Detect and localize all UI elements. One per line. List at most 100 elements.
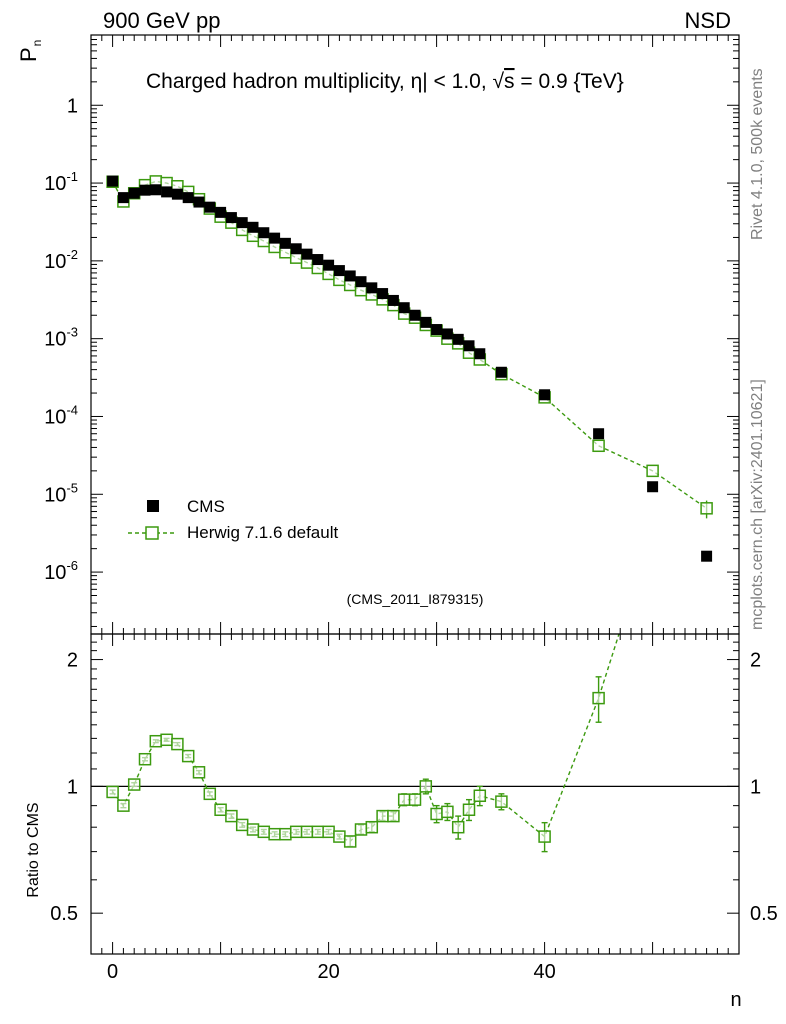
cms-point [398,302,410,314]
ratio-point [246,823,260,836]
cms-point [701,550,713,562]
ratio-point [365,820,379,834]
y-axis-label-main: Pn [16,40,44,62]
ratio-point [408,793,422,806]
legend: CMS Herwig 7.1.6 default [128,497,338,542]
cms-point [290,243,302,255]
cms-point [225,212,237,224]
ratio-point [333,830,346,843]
y-axis-label-ratio: Ratio to CMS [25,802,42,897]
side-label-rivet: Rivet 4.1.0, 500k events [749,68,766,240]
cms-point [215,206,227,218]
main-y-tick-label: 10-5 [44,480,78,506]
cms-point [236,217,248,229]
cms-point [247,221,259,233]
cms-point [279,237,291,249]
ratio-point [268,827,281,841]
cms-point [593,428,605,440]
ratio-point [495,795,508,808]
ratio-point [311,825,325,839]
ratio-point [441,805,454,819]
ratio-point [376,809,389,823]
header-left: 900 GeV pp [103,8,220,33]
main-y-tick-label: 1 [67,95,78,117]
cms-point [495,366,507,378]
main-y-tick-label: 10-4 [44,402,78,428]
ratio-point [462,803,476,817]
cms-point [377,288,389,300]
main-y-tick-label: 10-1 [44,169,78,195]
cms-point [312,254,324,266]
ratio-y-tick-label-right: 2 [750,650,761,672]
cms-point [258,227,270,239]
ratio-point [289,825,303,839]
ratio-y-tick-label-right: 1 [750,776,761,798]
ratio-point [257,825,271,839]
cms-point [269,232,281,244]
ratio-point [592,691,605,705]
ratio-point [106,785,119,799]
ratio-point [300,825,314,839]
cms-point [474,348,486,360]
cms-point [463,340,475,352]
header-right: NSD [685,8,731,33]
ratio-point [160,733,173,747]
ratio-point [473,789,487,803]
herwig-point [646,464,659,478]
main-y-tick-label: 10-2 [44,247,78,273]
ratio-point [127,778,141,791]
cms-point [139,184,151,196]
cms-point [409,309,421,321]
cms-point [420,316,432,328]
ratio-y-tick-label: 2 [67,650,78,672]
ratio-point [171,737,184,751]
x-axis-label: n [730,989,741,1011]
cms-point [355,276,367,288]
ratio-point [235,818,249,832]
cms-point [323,259,335,271]
main-y-tick-label: 10-6 [44,558,78,584]
herwig-point [592,439,605,453]
cms-point [107,175,119,187]
legend-herwig-marker [145,526,159,540]
main-panel-frame [90,34,740,635]
cms-point [182,192,194,204]
ratio-point [203,787,217,801]
x-tick-label: 40 [533,961,555,983]
ratio-point [387,809,400,823]
ratio-point [322,825,335,839]
ratio-point [397,793,411,806]
cms-point [539,389,551,401]
ratio-y-tick-label: 1 [67,776,78,798]
ratio-y-tick-label: 0.5 [50,903,78,925]
ratio-clipped-group [106,634,620,853]
cms-point [647,481,659,493]
cms-point [366,282,378,294]
cms-point [171,188,183,200]
ratio-point [419,780,433,793]
ratio-point [181,749,195,763]
cms-point [431,324,443,336]
ratio-point [538,830,551,843]
ratio-y-tick-label-right: 0.5 [750,903,778,925]
ratio-point [138,752,152,766]
ratio-point [451,820,465,834]
cms-point [387,294,399,306]
cms-point [193,196,205,208]
cms-point [452,333,464,345]
ratio-point [214,803,227,817]
analysis-note: (CMS_2011_I879315) [347,591,484,607]
ratio-point [279,827,292,841]
cms-point [333,265,345,277]
legend-cms-marker [147,500,159,512]
herwig-line [111,180,707,509]
x-tick-label: 0 [107,961,118,983]
ratio-panel-frame [90,633,740,955]
cms-point [117,192,129,204]
cms-point [441,328,453,340]
cms-point [150,184,162,196]
ratio-point [225,809,238,823]
cms-point [128,187,140,199]
legend-cms-label: CMS [187,497,225,516]
